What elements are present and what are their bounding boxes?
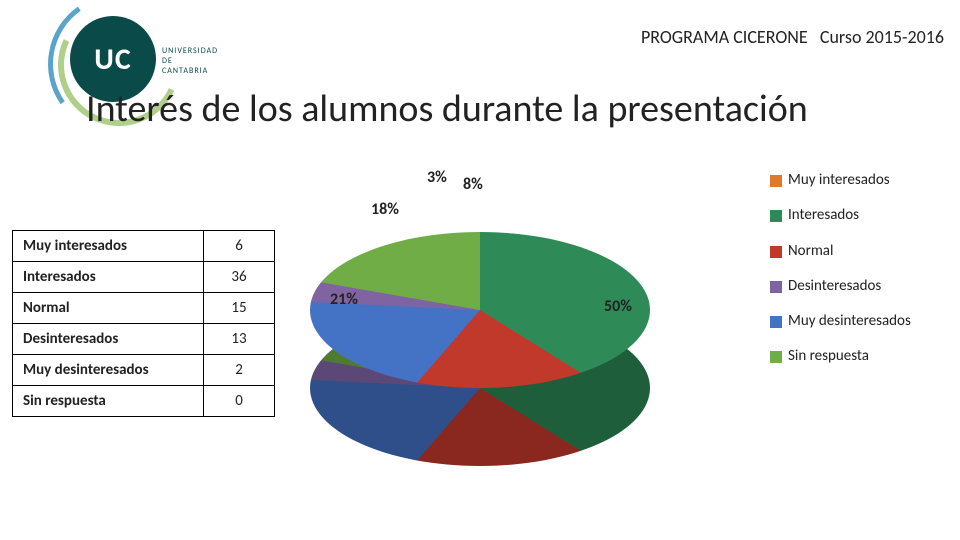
legend-item: Interesados bbox=[770, 207, 911, 224]
legend-label: Muy desinteresados bbox=[788, 313, 911, 330]
row-value: 15 bbox=[204, 293, 275, 324]
pie-chart bbox=[300, 160, 660, 480]
program-name: PROGRAMA CICERONE bbox=[641, 26, 808, 48]
legend-swatch bbox=[770, 351, 782, 363]
header-text: PROGRAMA CICERONE Curso 2015-2016 bbox=[641, 26, 944, 48]
legend-item: Muy desinteresados bbox=[770, 313, 911, 330]
row-label: Normal bbox=[13, 293, 204, 324]
legend-item: Muy interesados bbox=[770, 172, 911, 189]
course-year: Curso 2015-2016 bbox=[820, 26, 944, 48]
pie-3d bbox=[310, 232, 650, 388]
legend-swatch bbox=[770, 175, 782, 187]
legend-swatch bbox=[770, 281, 782, 293]
legend-swatch bbox=[770, 210, 782, 222]
row-value: 6 bbox=[204, 231, 275, 262]
row-value: 13 bbox=[204, 324, 275, 355]
logo: UC UNIVERSIDAD DE CANTABRIA bbox=[70, 16, 190, 96]
pie-slice-label: 8% bbox=[463, 175, 483, 194]
row-value: 36 bbox=[204, 262, 275, 293]
data-table: Muy interesados6Interesados36Normal15Des… bbox=[12, 230, 275, 417]
row-label: Interesados bbox=[13, 262, 204, 293]
row-label: Muy interesados bbox=[13, 231, 204, 262]
row-label: Sin respuesta bbox=[13, 386, 204, 417]
pie-slice-label: 50% bbox=[604, 297, 632, 316]
legend-item: Desinteresados bbox=[770, 278, 911, 295]
table-row: Normal15 bbox=[13, 293, 275, 324]
row-label: Muy desinteresados bbox=[13, 355, 204, 386]
pie-slice-label: 3% bbox=[427, 168, 447, 187]
slide: UC UNIVERSIDAD DE CANTABRIA PROGRAMA CIC… bbox=[0, 0, 960, 540]
legend-swatch bbox=[770, 316, 782, 328]
legend-label: Muy interesados bbox=[788, 172, 890, 189]
legend-label: Desinteresados bbox=[788, 278, 881, 295]
legend-label: Sin respuesta bbox=[788, 348, 869, 365]
pie-slice-label: 21% bbox=[330, 290, 358, 309]
legend-label: Interesados bbox=[788, 207, 859, 224]
row-label: Desinteresados bbox=[13, 324, 204, 355]
table-row: Sin respuesta0 bbox=[13, 386, 275, 417]
pie-slice-label: 18% bbox=[371, 200, 399, 219]
legend-item: Normal bbox=[770, 243, 911, 260]
table-row: Desinteresados13 bbox=[13, 324, 275, 355]
table-row: Muy desinteresados2 bbox=[13, 355, 275, 386]
legend-label: Normal bbox=[788, 243, 833, 260]
legend-item: Sin respuesta bbox=[770, 348, 911, 365]
legend: Muy interesados Interesados Normal Desinter… bbox=[770, 172, 911, 384]
logo-subtitle: UNIVERSIDAD DE CANTABRIA bbox=[162, 46, 218, 76]
row-value: 0 bbox=[204, 386, 275, 417]
table-row: Muy interesados6 bbox=[13, 231, 275, 262]
pie-top bbox=[310, 232, 650, 388]
logo-text: UC bbox=[94, 41, 131, 78]
table-row: Interesados36 bbox=[13, 262, 275, 293]
row-value: 2 bbox=[204, 355, 275, 386]
header: UC UNIVERSIDAD DE CANTABRIA PROGRAMA CIC… bbox=[0, 26, 960, 56]
slide-title: Interés de los alumnos durante la presen… bbox=[86, 86, 808, 132]
legend-swatch bbox=[770, 246, 782, 258]
